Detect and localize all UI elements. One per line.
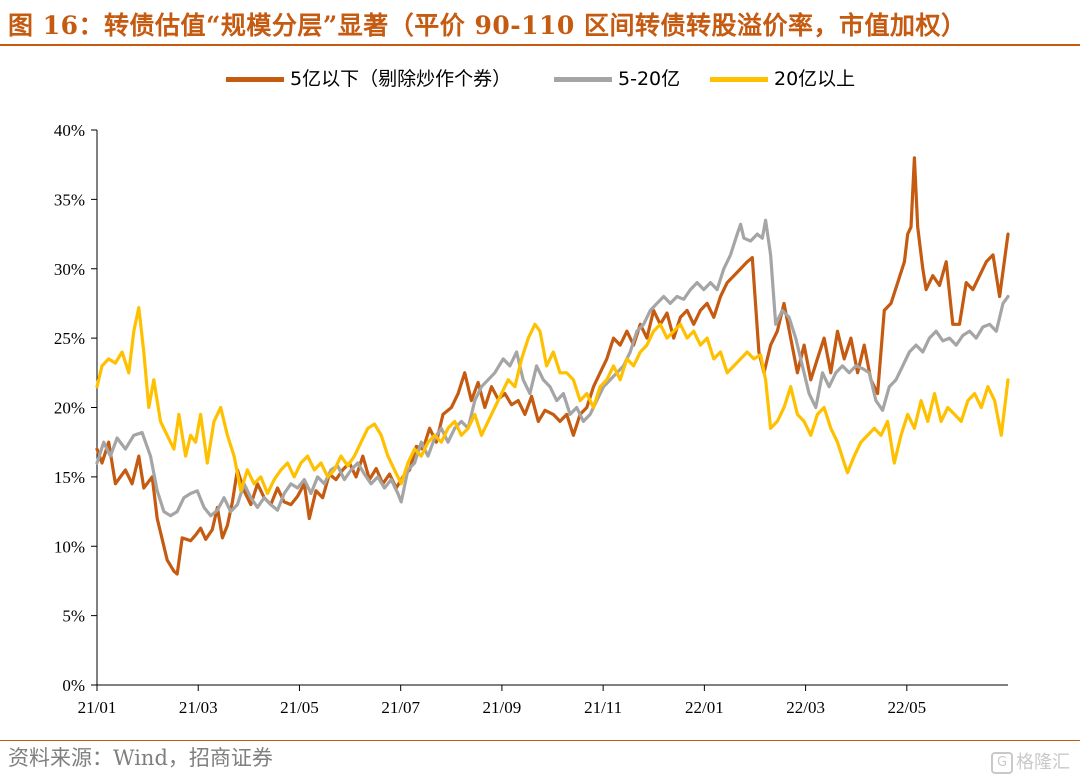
y-tick-label: 10%: [54, 537, 85, 556]
watermark-logo: G: [991, 752, 1013, 774]
y-tick-label: 5%: [62, 607, 85, 626]
legend-swatch-mid: [554, 77, 612, 82]
x-tick-label: 21/05: [280, 698, 319, 717]
source-note: 资料来源：Wind，招商证券: [8, 746, 273, 770]
line-chart: 0% 5% 10% 15% 20% 25% 30% 35% 40% 21/01 21/03 21/05…: [54, 121, 1010, 717]
footer-rule: [0, 740, 1080, 741]
legend-item-large: 20亿以上: [710, 66, 855, 92]
legend-label-mid: 5-20亿: [618, 68, 681, 90]
chart-series-layer: [95, 156, 1010, 576]
legend-swatch-small: [226, 77, 284, 82]
x-tick-label: 21/11: [584, 698, 622, 717]
x-tick-label: 22/01: [685, 698, 724, 717]
x-tick-label: 22/03: [786, 698, 825, 717]
y-tick-label: 30%: [54, 260, 85, 279]
legend-swatch-large: [710, 77, 768, 82]
x-tick-label: 21/07: [381, 698, 420, 717]
chart-title: 图 16：转债估值“规模分层”显著（平价 90-110 区间转债转股溢价率，市值…: [8, 11, 967, 40]
watermark: G 格隆汇: [991, 748, 1070, 774]
x-tick-label: 21/01: [78, 698, 117, 717]
chart-legend: 5亿以下（剔除炒作个券） 5-20亿 20亿以上: [0, 66, 1080, 92]
x-tick-label: 22/05: [887, 698, 926, 717]
y-tick-label: 25%: [54, 329, 85, 348]
legend-label-small: 5亿以下（剔除炒作个券）: [290, 68, 512, 90]
series-line-under-5yi: [95, 156, 1010, 576]
legend-label-large: 20亿以上: [774, 68, 856, 90]
y-tick-label: 20%: [54, 399, 85, 418]
watermark-text: 格隆汇: [1016, 752, 1070, 773]
chart-axes: 0% 5% 10% 15% 20% 25% 30% 35% 40% 21/01 21/03 21/05…: [54, 121, 1008, 717]
y-tick-label: 15%: [54, 468, 85, 487]
legend-item-mid: 5-20亿: [554, 66, 680, 92]
y-tick-label: 35%: [54, 190, 85, 209]
legend-item-small: 5亿以下（剔除炒作个券）: [226, 66, 511, 92]
series-line-over-20yi: [95, 306, 1010, 496]
x-tick-label: 21/03: [179, 698, 218, 717]
series-line-5-20yi: [95, 218, 1010, 518]
x-tick-label: 21/09: [483, 698, 522, 717]
title-underline: [0, 44, 1080, 46]
y-tick-label: 0%: [62, 676, 85, 695]
y-tick-label: 40%: [54, 121, 85, 140]
